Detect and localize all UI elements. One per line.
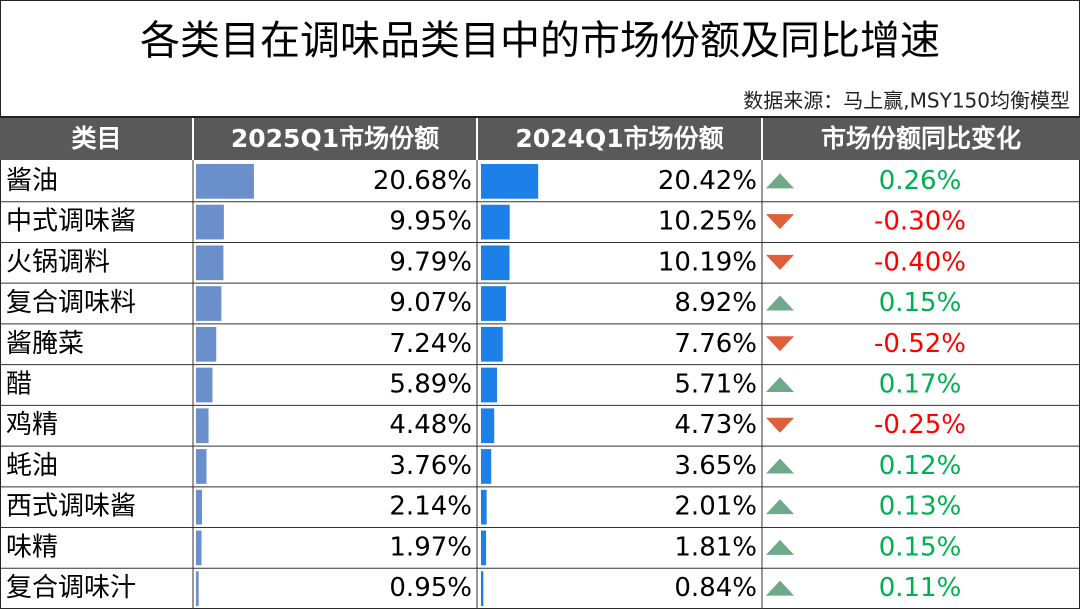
change: 0.11%: [879, 573, 962, 603]
header-bg: [0, 118, 1080, 160]
share-2025: 7.24%: [389, 329, 472, 359]
change: -0.30%: [874, 207, 966, 237]
share-2024: 10.19%: [658, 247, 757, 277]
share-2025: 9.95%: [389, 207, 472, 237]
source: 数据来源：马上赢,MSY150均衡模型: [743, 89, 1070, 113]
bar-2025: [196, 489, 202, 525]
share-2025: 2.14%: [389, 492, 472, 522]
arrow-up: [766, 458, 794, 474]
bar-2025: [196, 204, 224, 240]
bar-2024: [481, 489, 487, 525]
share-2024: 5.71%: [674, 370, 757, 400]
bar-2024: [481, 164, 539, 199]
header-cell: 市场份额同比变化: [821, 124, 1021, 153]
category: 蚝油: [6, 451, 58, 481]
share-2024: 10.25%: [658, 207, 757, 237]
bar-2025: [196, 571, 199, 606]
change: -0.40%: [874, 247, 966, 277]
change: 0.26%: [879, 166, 962, 196]
change: 0.12%: [879, 451, 962, 481]
share-2025: 5.89%: [389, 370, 472, 400]
share-2025: 3.76%: [389, 451, 472, 481]
header-cell: 类目: [71, 124, 121, 153]
share-2025: 4.48%: [389, 410, 472, 440]
bar-2025: [196, 449, 207, 484]
share-2024: 8.92%: [674, 288, 757, 318]
category: 鸡精: [6, 410, 58, 440]
category: 味精: [6, 532, 58, 562]
bar-2024: [481, 204, 510, 240]
share-2024: 4.73%: [674, 410, 757, 440]
share-2025: 9.79%: [389, 247, 472, 277]
share-2024: 1.81%: [674, 532, 757, 562]
share-2024: 7.76%: [674, 329, 757, 359]
bar-2024: [481, 367, 497, 403]
category: 复合调味汁: [6, 573, 136, 603]
share-2024: 0.84%: [674, 573, 757, 603]
change: 0.17%: [879, 370, 962, 400]
category: 酱油: [6, 166, 58, 196]
category: 复合调味料: [6, 288, 136, 318]
bar-2025: [196, 326, 217, 362]
arrow-down: [766, 254, 794, 270]
bar-2025: [196, 164, 254, 199]
change: -0.25%: [874, 410, 966, 440]
arrow-down: [766, 417, 794, 433]
bar-2024: [481, 245, 510, 281]
arrow-down: [766, 336, 794, 352]
arrow-up: [766, 580, 794, 596]
category: 西式调味酱: [6, 492, 136, 522]
change: 0.15%: [879, 288, 962, 318]
arrow-up: [766, 539, 794, 555]
header-cell: 2024Q1市场份额: [515, 124, 723, 153]
bar-2024: [481, 286, 506, 321]
arrow-up: [766, 377, 794, 392]
bar-2025: [196, 286, 222, 321]
category: 酱腌菜: [6, 329, 84, 359]
bar-2024: [481, 449, 492, 484]
bar-2025: [196, 245, 224, 281]
bar-2024: [481, 530, 487, 566]
share-2024: 3.65%: [674, 451, 757, 481]
change: -0.52%: [874, 329, 966, 359]
header-cell: 2025Q1市场份额: [231, 124, 439, 153]
share-2024: 20.42%: [658, 166, 757, 196]
category: 中式调味酱: [6, 207, 136, 237]
arrow-up: [766, 295, 794, 311]
category: 火锅调料: [6, 247, 110, 277]
change: 0.13%: [879, 492, 962, 522]
change: 0.15%: [879, 532, 962, 562]
share-2025: 20.68%: [373, 166, 472, 196]
bar-2025: [196, 530, 202, 566]
share-2025: 9.07%: [389, 288, 472, 318]
arrow-up: [766, 173, 794, 189]
share-2025: 1.97%: [389, 532, 472, 562]
category: 醋: [6, 370, 32, 400]
share-2025: 0.95%: [389, 573, 472, 603]
bar-2024: [481, 408, 495, 444]
title: 各类目在调味品类目中的市场份额及同比增速: [140, 18, 940, 64]
bar-2025: [196, 367, 213, 403]
share-2024: 2.01%: [674, 492, 757, 522]
bar-2025: [196, 408, 209, 444]
bar-2024: [481, 571, 484, 606]
arrow-down: [766, 214, 794, 230]
bar-2024: [481, 326, 503, 362]
arrow-up: [766, 499, 794, 515]
